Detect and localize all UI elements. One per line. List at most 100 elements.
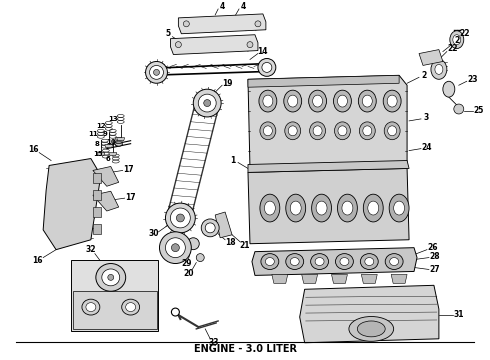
Ellipse shape [393, 201, 405, 215]
Text: 20: 20 [183, 269, 194, 278]
Ellipse shape [259, 90, 277, 112]
Ellipse shape [198, 94, 216, 112]
Text: 30: 30 [148, 229, 159, 238]
Ellipse shape [262, 62, 272, 72]
Ellipse shape [172, 308, 179, 316]
Ellipse shape [175, 42, 181, 48]
Ellipse shape [263, 95, 273, 107]
Ellipse shape [290, 201, 301, 215]
Text: 8: 8 [95, 141, 99, 147]
Ellipse shape [260, 122, 276, 140]
Text: 21: 21 [240, 241, 250, 250]
Polygon shape [391, 274, 407, 283]
Ellipse shape [204, 100, 211, 107]
Polygon shape [248, 168, 409, 244]
Polygon shape [252, 248, 417, 275]
Ellipse shape [264, 126, 272, 136]
Ellipse shape [454, 104, 464, 114]
Ellipse shape [388, 126, 396, 136]
Ellipse shape [443, 81, 455, 97]
Text: 4: 4 [220, 3, 225, 12]
Ellipse shape [122, 299, 140, 315]
Text: ENGINE - 3.0 LITER: ENGINE - 3.0 LITER [194, 344, 296, 354]
Ellipse shape [312, 194, 332, 222]
Polygon shape [215, 212, 232, 238]
Ellipse shape [284, 90, 302, 112]
Polygon shape [93, 174, 101, 183]
Polygon shape [332, 274, 347, 283]
Polygon shape [93, 191, 119, 211]
Polygon shape [109, 153, 117, 156]
Text: 3: 3 [423, 113, 429, 122]
Ellipse shape [316, 201, 327, 215]
Ellipse shape [183, 21, 189, 27]
Text: 33: 33 [209, 338, 220, 347]
Text: 26: 26 [428, 243, 438, 252]
Text: 23: 23 [467, 75, 478, 84]
Text: 6: 6 [105, 156, 110, 162]
Ellipse shape [258, 58, 276, 76]
Ellipse shape [176, 214, 184, 222]
Polygon shape [73, 291, 156, 329]
Polygon shape [248, 161, 409, 172]
Ellipse shape [368, 201, 379, 215]
Polygon shape [43, 158, 101, 249]
Ellipse shape [315, 258, 324, 266]
Ellipse shape [383, 90, 401, 112]
Text: 29: 29 [181, 259, 192, 268]
Ellipse shape [311, 254, 328, 270]
Ellipse shape [86, 303, 96, 311]
Ellipse shape [172, 244, 179, 252]
Text: 17: 17 [123, 165, 134, 174]
Polygon shape [97, 153, 105, 156]
Ellipse shape [349, 316, 393, 341]
Ellipse shape [159, 232, 191, 264]
Ellipse shape [146, 62, 168, 83]
Text: 5: 5 [166, 29, 171, 38]
Ellipse shape [266, 258, 274, 266]
Ellipse shape [357, 321, 385, 337]
Polygon shape [302, 274, 318, 283]
Ellipse shape [166, 238, 185, 258]
Text: 12: 12 [96, 123, 106, 129]
Polygon shape [300, 285, 439, 343]
Ellipse shape [387, 95, 397, 107]
Ellipse shape [359, 122, 375, 140]
Ellipse shape [384, 122, 400, 140]
Ellipse shape [115, 141, 122, 146]
Ellipse shape [313, 95, 322, 107]
Text: 31: 31 [454, 310, 464, 319]
Text: 15: 15 [93, 150, 102, 157]
Ellipse shape [187, 238, 199, 249]
Text: 25: 25 [473, 105, 484, 114]
Polygon shape [361, 274, 377, 283]
Text: 16: 16 [28, 145, 38, 154]
Text: 22: 22 [460, 29, 470, 38]
Ellipse shape [435, 64, 443, 75]
Ellipse shape [265, 201, 275, 215]
Text: 24: 24 [422, 143, 432, 152]
Ellipse shape [288, 126, 297, 136]
Polygon shape [93, 207, 101, 217]
Ellipse shape [290, 258, 299, 266]
Text: 22: 22 [447, 44, 458, 53]
Ellipse shape [334, 90, 351, 112]
Ellipse shape [338, 95, 347, 107]
Ellipse shape [171, 208, 190, 228]
Ellipse shape [338, 194, 357, 222]
Ellipse shape [166, 203, 196, 233]
Ellipse shape [336, 254, 353, 270]
Ellipse shape [260, 194, 280, 222]
Ellipse shape [286, 254, 304, 270]
Text: 32: 32 [86, 245, 96, 254]
Polygon shape [93, 166, 119, 186]
Ellipse shape [309, 90, 326, 112]
Text: 14: 14 [258, 47, 268, 56]
Ellipse shape [149, 66, 164, 79]
Ellipse shape [338, 126, 347, 136]
Ellipse shape [335, 122, 350, 140]
Ellipse shape [193, 89, 221, 117]
Polygon shape [171, 35, 258, 54]
Ellipse shape [340, 258, 349, 266]
Ellipse shape [453, 35, 461, 45]
